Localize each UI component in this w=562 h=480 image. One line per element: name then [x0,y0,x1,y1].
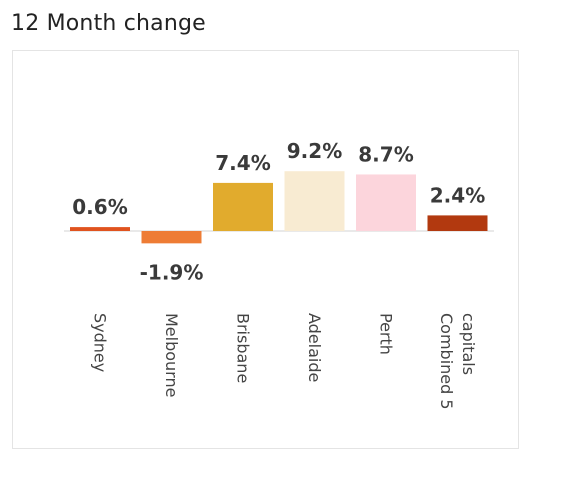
bar-2 [213,182,273,231]
chart-card [12,50,519,449]
category-label-0: Sydney [91,313,110,372]
bar-0 [70,227,130,231]
category-label-0-line-0: Sydney [91,313,110,372]
category-label-2: Brisbane [234,313,253,383]
category-label-3: Adelaide [305,313,324,382]
bar-3 [284,171,345,231]
category-label-1: Melbourne [162,313,181,397]
bar-1 [141,231,202,244]
category-label-4-line-0: Perth [377,313,396,355]
bar-4 [356,174,416,231]
category-label-1-line-0: Melbourne [162,313,181,397]
data-label-4: 8.7% [358,142,413,166]
data-label-0: 0.6% [72,195,127,219]
category-label-5: Combined 5 capitals [437,313,478,410]
category-label-5-line-1: capitals [459,313,478,375]
data-label-5: 2.4% [430,183,485,207]
chart-title: 12 Month change [11,11,206,36]
category-label-5-line-0: Combined 5 [437,313,456,410]
bar-5 [427,215,488,231]
category-label-2-line-0: Brisbane [234,313,253,383]
data-label-3: 9.2% [287,139,342,163]
data-label-1: -1.9% [140,260,204,284]
category-label-3-line-0: Adelaide [305,313,324,382]
data-label-2: 7.4% [215,151,270,175]
category-label-4: Perth [377,313,396,355]
